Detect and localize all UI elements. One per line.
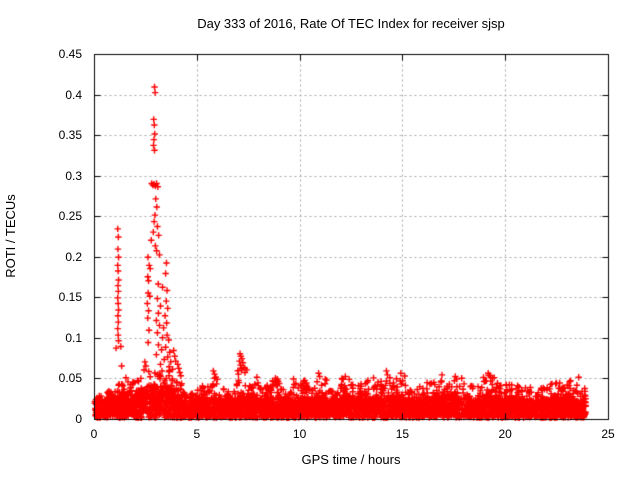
y-tick-label: 0.35 — [58, 128, 82, 143]
y-tick-label: 0.1 — [65, 330, 82, 345]
y-tick-label: 0 — [75, 412, 82, 426]
x-tick-label: 10 — [292, 427, 307, 441]
x-tick-label: 20 — [498, 427, 512, 441]
y-tick-label: 0.4 — [65, 87, 82, 102]
y-tick-label: 0.2 — [65, 249, 82, 264]
chart-title: Day 333 of 2016, Rate Of TEC Index for r… — [197, 16, 505, 31]
y-tick-label: 0.3 — [65, 168, 82, 183]
y-axis-label: ROTI / TECUs — [3, 194, 18, 278]
x-tick-label: 5 — [193, 427, 201, 441]
x-axis-label: GPS time / hours — [301, 452, 401, 467]
y-tick-label: 0.05 — [58, 371, 82, 386]
y-tick-label: 0.25 — [58, 209, 82, 224]
y-tick-label: 0.15 — [58, 290, 82, 305]
y-tick-label: 0.45 — [58, 47, 82, 61]
x-tick-label: 15 — [395, 427, 410, 441]
x-tick-label: 0 — [90, 427, 98, 441]
x-tick-label: 25 — [601, 427, 615, 441]
